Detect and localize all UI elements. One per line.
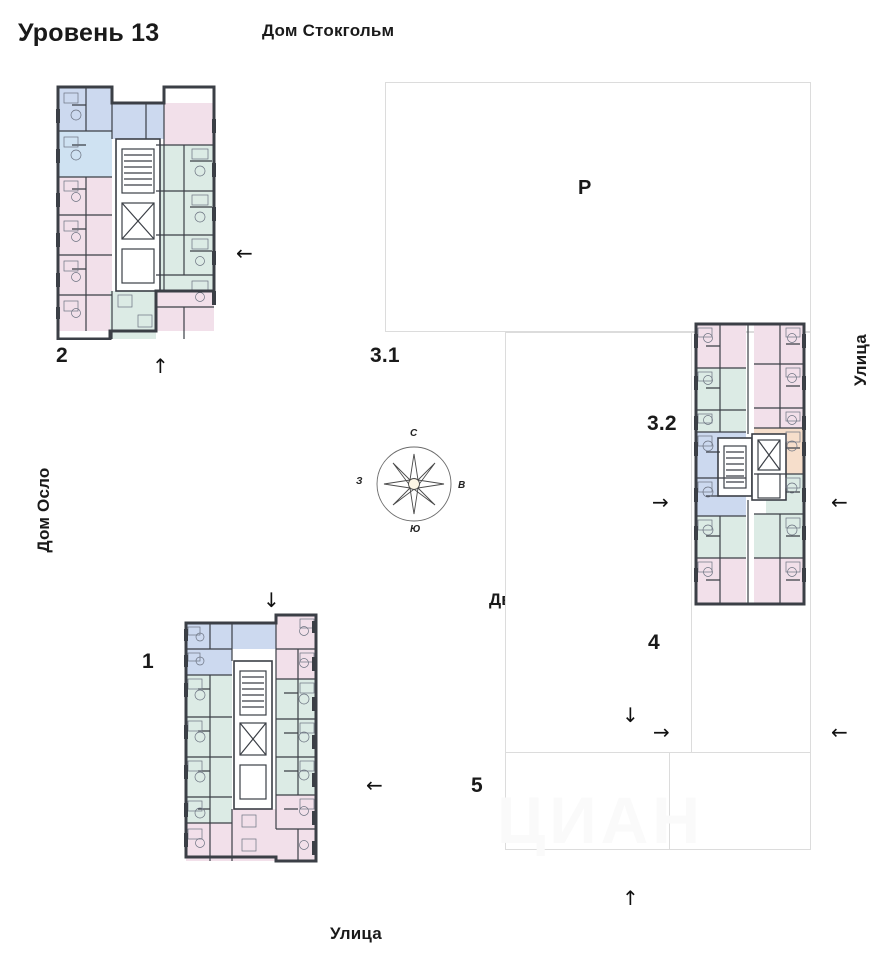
building-label-3-2: 3.2 [647,412,677,435]
compass-rose: С В Ю З [356,428,466,536]
building-label-5: 5 [471,774,483,797]
entrance-arrow-left-site: ← [831,720,848,744]
floorplan-building-2[interactable] [50,85,222,340]
entrance-arrow-left-b2: ← [236,241,253,265]
page-title: Уровень 13 [18,19,160,47]
building-label-4: 4 [648,631,660,654]
compass-east-label: В [458,480,466,491]
building-label-1: 1 [142,650,154,673]
entrance-arrow-down-b4: ↓ [622,703,639,727]
entrance-arrow-up-b2: ↑ [152,354,169,378]
site-boundary-notch [505,332,692,753]
entrance-arrow-right-b32: → [652,490,669,514]
entrance-arrow-left-b32: ← [831,490,848,514]
entrance-arrow-left-b1: ← [366,773,383,797]
entrance-arrow-down-b1: ↓ [263,588,280,612]
floorplan-building-1[interactable] [180,605,322,865]
compass-south-label: Ю [410,524,421,535]
street-label-right: Улица [851,334,870,386]
block-5-divider [669,752,670,850]
floorplan-building-3-2[interactable] [690,320,810,610]
block-outline-5 [505,752,811,850]
entrance-arrow-up-b5: ↑ [622,886,639,910]
house-label-oslo: Дом Осло [34,467,53,553]
watermark: ЦИАН [497,783,704,857]
street-label-bottom: Улица [330,924,382,943]
house-label-stockholm: Дом Стокгольм [262,21,395,40]
compass-west-label: З [356,476,363,487]
compass-north-label: С [410,428,418,439]
block-outline-3-1 [385,82,811,332]
entrance-arrow-right-b4: → [653,720,670,744]
parking-marker: Р [578,177,592,199]
building-label-2: 2 [56,344,68,367]
building-label-3-1: 3.1 [370,344,400,367]
